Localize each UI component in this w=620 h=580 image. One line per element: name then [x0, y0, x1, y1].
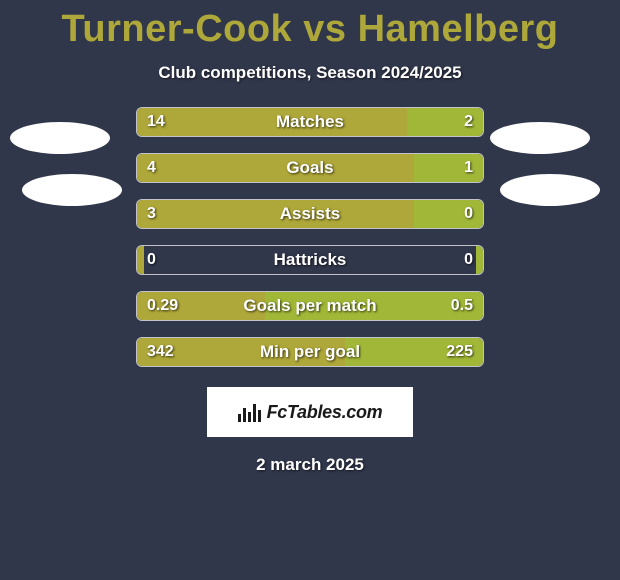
stat-label: Goals per match — [243, 296, 376, 316]
logo-text: FcTables.com — [267, 402, 383, 423]
bars-icon — [238, 402, 261, 422]
stat-label: Assists — [280, 204, 340, 224]
bar-left — [137, 246, 144, 274]
page-subtitle: Club competitions, Season 2024/2025 — [0, 63, 620, 83]
team-marker — [490, 122, 590, 154]
page-title: Turner-Cook vs Hamelberg — [0, 0, 620, 51]
value-left: 0.29 — [147, 297, 178, 315]
value-right: 0 — [464, 251, 473, 269]
value-right: 2 — [464, 113, 473, 131]
value-left: 342 — [147, 343, 174, 361]
value-left: 0 — [147, 251, 156, 269]
bar-left — [137, 108, 407, 136]
team-marker — [10, 122, 110, 154]
stat-label: Goals — [286, 158, 333, 178]
bar-left — [137, 154, 414, 182]
team-marker — [500, 174, 600, 206]
stat-row: 3 0 Assists — [136, 199, 484, 229]
value-left: 14 — [147, 113, 165, 131]
value-left: 4 — [147, 159, 156, 177]
bar-right — [476, 246, 483, 274]
fctables-logo: FcTables.com — [207, 387, 413, 437]
stat-label: Hattricks — [274, 250, 347, 270]
stat-row: 0.29 0.5 Goals per match — [136, 291, 484, 321]
value-right: 1 — [464, 159, 473, 177]
bar-left — [137, 200, 414, 228]
value-right: 0.5 — [451, 297, 473, 315]
value-right: 0 — [464, 205, 473, 223]
stat-row: 14 2 Matches — [136, 107, 484, 137]
stat-label: Matches — [276, 112, 344, 132]
value-left: 3 — [147, 205, 156, 223]
stat-row: 4 1 Goals — [136, 153, 484, 183]
stat-row: 0 0 Hattricks — [136, 245, 484, 275]
stat-label: Min per goal — [260, 342, 360, 362]
value-right: 225 — [446, 343, 473, 361]
stat-row: 342 225 Min per goal — [136, 337, 484, 367]
chart-date: 2 march 2025 — [0, 455, 620, 475]
team-marker — [22, 174, 122, 206]
